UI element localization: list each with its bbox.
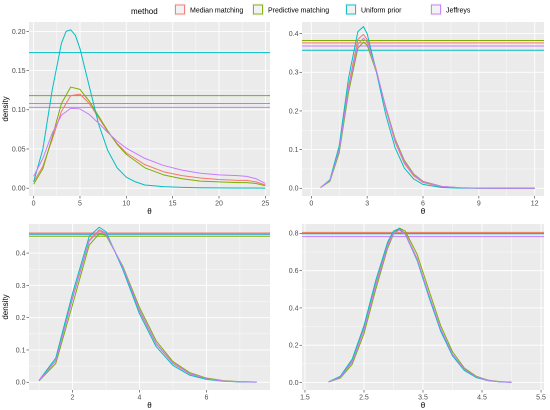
gridlines — [29, 224, 270, 390]
density-curves — [38, 226, 257, 383]
chart-panel-bottom-right: 1.5 2.5 3.5 4.5 5.5 0.0 0.2 0.4 0.6 0.8 θ — [289, 224, 546, 410]
x-tick-label: 0 — [32, 201, 36, 208]
chart-panel-top-right: 0 3 6 9 12 0.0 0.1 0.2 0.3 0.4 θ — [289, 22, 544, 216]
y-tick-label: 0.8 — [289, 231, 299, 238]
legend-item-label: Jeffreys — [446, 8, 471, 15]
y-tick-label: 0.4 — [289, 305, 299, 312]
x-tick-label: 12 — [531, 201, 539, 208]
x-axis-label: θ — [147, 401, 152, 410]
x-axis-label: θ — [421, 207, 426, 216]
axes: 2 4 6 0.0 0.1 0.2 0.3 0.4 — [16, 250, 209, 401]
series-line-jeffreys — [320, 37, 535, 189]
y-axis-label: density — [1, 96, 10, 121]
legend-key — [430, 3, 442, 16]
reference-lines — [29, 52, 270, 108]
y-tick-label: 0.20 — [12, 29, 26, 36]
y-tick-label: 0.2 — [289, 108, 299, 115]
legend-swatch — [175, 4, 185, 15]
legend-item-label: Uniform prior — [361, 8, 402, 15]
x-tick-label: 2 — [71, 395, 75, 402]
legend-key — [345, 3, 357, 16]
chart-panel-top-left: 0 5 10 15 20 25 0.00 0.05 0.10 0.15 0.20 θ density — [1, 22, 270, 216]
legend-swatch — [253, 4, 263, 15]
y-tick-label: 0.0 — [289, 186, 299, 193]
series-line-predictive-matching — [328, 227, 512, 383]
plot-background — [29, 224, 270, 390]
x-tick-label: 4 — [138, 395, 142, 402]
density-curves — [33, 29, 266, 189]
series-line-median-matching — [33, 93, 266, 186]
reference-lines — [302, 231, 544, 238]
axes: 1.5 2.5 3.5 4.5 5.5 0.0 0.2 0.4 0.6 0.8 — [289, 231, 546, 402]
series-line-predictive-matching — [33, 86, 266, 187]
x-tick-label: 10 — [122, 201, 130, 208]
x-tick-label: 2.5 — [359, 395, 369, 402]
legend-key — [174, 3, 186, 16]
density-curves — [320, 26, 535, 189]
series-line-jeffreys — [38, 230, 257, 383]
y-tick-label: 0.3 — [289, 70, 299, 77]
y-tick-label: 0.6 — [289, 268, 299, 275]
x-tick-label: 4.5 — [477, 395, 487, 402]
y-tick-label: 0.1 — [16, 347, 26, 354]
y-tick-label: 0.10 — [12, 107, 26, 114]
x-tick-label: 20 — [215, 201, 223, 208]
y-tick-label: 0.15 — [12, 68, 26, 75]
series-line-jeffreys — [33, 107, 266, 184]
x-tick-label: 5.5 — [536, 395, 546, 402]
axes: 0 5 10 15 20 25 0.00 0.05 0.10 0.15 0.20 — [12, 29, 269, 208]
y-tick-label: 0.1 — [289, 147, 299, 154]
reference-lines — [302, 40, 544, 51]
legend-swatch — [346, 4, 356, 15]
y-tick-label: 0.4 — [16, 250, 26, 257]
y-tick-label: 0.0 — [16, 380, 26, 387]
x-tick-label: 1.5 — [300, 395, 310, 402]
x-tick-label: 6 — [421, 201, 425, 208]
gridlines — [29, 22, 270, 196]
x-tick-label: 3.5 — [418, 395, 428, 402]
y-tick-label: 0.4 — [289, 31, 299, 38]
x-tick-label: 3 — [365, 201, 369, 208]
y-axis-label: density — [1, 294, 10, 319]
y-tick-label: 0.3 — [16, 283, 26, 290]
y-tick-label: 0.05 — [12, 146, 26, 153]
reference-lines — [29, 232, 270, 237]
legend-key — [252, 3, 264, 16]
y-tick-label: 0.00 — [12, 186, 26, 193]
y-tick-label: 0.0 — [289, 380, 299, 387]
x-tick-label: 5 — [78, 201, 82, 208]
legend-item-label: Predictive matching — [268, 8, 329, 15]
x-tick-label: 25 — [261, 201, 269, 208]
axes: 0 3 6 9 12 0.0 0.1 0.2 0.3 0.4 — [289, 31, 539, 208]
x-tick-label: 15 — [169, 201, 177, 208]
x-tick-label: 0 — [309, 201, 313, 208]
density-curves — [328, 227, 512, 383]
legend-item-label: Median matching — [190, 8, 243, 15]
legend-swatch — [431, 4, 441, 15]
gridlines — [302, 224, 544, 390]
y-tick-label: 0.2 — [16, 315, 26, 322]
x-axis-label: θ — [421, 401, 426, 410]
legend: method Median matching Predictive matchin… — [131, 3, 471, 16]
x-tick-label: 9 — [477, 201, 481, 208]
y-tick-label: 0.2 — [289, 343, 299, 350]
legend-title: method — [131, 7, 158, 16]
x-axis-label: θ — [147, 207, 152, 216]
x-tick-label: 6 — [204, 395, 208, 402]
series-line-uniform-prior — [33, 29, 266, 189]
chart-panel-bottom-left: 2 4 6 0.0 0.1 0.2 0.3 0.4 θ density — [1, 224, 270, 410]
series-line-jeffreys — [328, 229, 512, 383]
